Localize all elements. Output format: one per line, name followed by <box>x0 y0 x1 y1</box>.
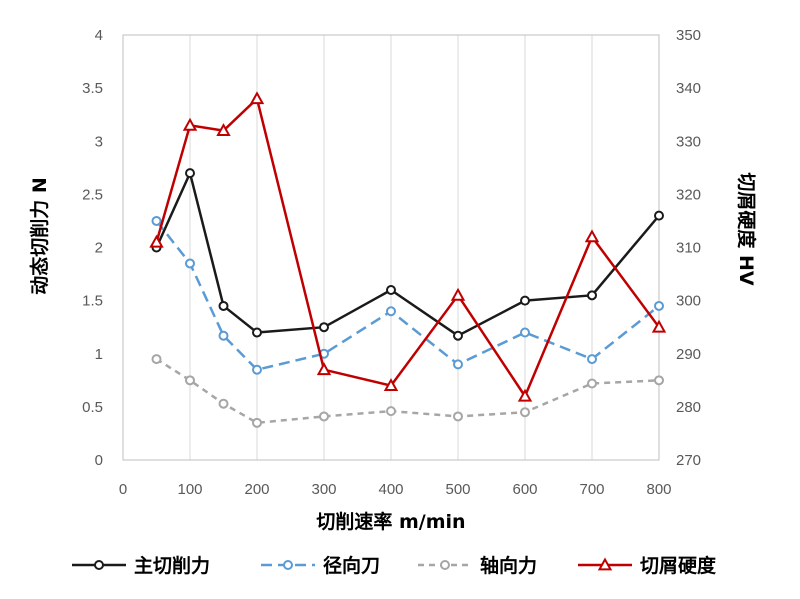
x-tick-label: 600 <box>512 481 537 498</box>
series-line-0 <box>155 171 660 337</box>
data-point-circle-marker <box>319 322 329 333</box>
series-line-2 <box>155 358 660 425</box>
data-point-circle-marker <box>520 295 530 306</box>
data-point-triangle-marker <box>316 362 332 376</box>
x-tick-label: 700 <box>579 481 604 498</box>
data-point-circle-marker <box>453 411 463 422</box>
data-point-circle-marker <box>453 359 463 370</box>
data-point-circle-marker <box>587 290 597 301</box>
data-point-circle-marker <box>654 375 664 386</box>
y-left-tick-label: 1 <box>95 346 103 363</box>
legend-item-2: 轴向力 <box>418 554 537 577</box>
data-point-circle-marker <box>386 285 396 295</box>
legend: 主切削力 径向刀 轴向力 切屑硬度 <box>72 554 717 577</box>
y-left-tick-label: 0.5 <box>82 399 103 416</box>
data-point-circle-marker <box>185 375 195 386</box>
data-point-circle-marker <box>587 354 597 365</box>
series-line-3 <box>155 97 661 398</box>
legend-label: 径向刀 <box>323 554 380 577</box>
x-tick-label: 0 <box>119 481 127 498</box>
data-point-triangle-marker <box>216 123 231 137</box>
data-point-circle-marker <box>252 327 262 338</box>
y-right-tick-label: 300 <box>676 293 701 310</box>
legend-circle-marker <box>283 560 293 570</box>
data-point-triangle-marker <box>383 378 399 392</box>
data-point-triangle-marker <box>249 91 265 105</box>
data-point-triangle-marker <box>450 287 466 301</box>
data-point-circle-marker <box>587 378 597 389</box>
y-left-tick-label: 0 <box>95 452 103 469</box>
legend-triangle-marker <box>597 557 613 571</box>
plot-frame <box>122 34 660 461</box>
legend-circle-marker <box>440 560 450 570</box>
data-point-circle-marker <box>185 168 195 179</box>
legend-item-1: 径向刀 <box>261 554 380 577</box>
data-point-circle-marker <box>252 364 262 375</box>
x-axis-ticks: 0 100 200 300 400 500 600 700 800 <box>119 481 672 498</box>
y-right-tick-label: 350 <box>676 27 701 44</box>
y-left-tick-label: 3 <box>95 133 103 150</box>
data-point-triangle-marker <box>149 234 164 248</box>
legend-item-3: 切屑硬度 <box>578 554 717 577</box>
data-point-circle-marker <box>252 417 262 428</box>
series-line-1 <box>155 220 660 371</box>
y-right-tick-label: 270 <box>676 452 701 469</box>
y-left-tick-label: 1.5 <box>82 293 103 310</box>
y-left-tick-label: 2.5 <box>82 186 103 203</box>
data-point-circle-marker <box>520 327 530 338</box>
x-tick-label: 100 <box>177 481 202 498</box>
y-left-tick-label: 3.5 <box>82 80 103 97</box>
y-left-tick-label: 4 <box>95 27 103 44</box>
series-2 <box>151 354 664 428</box>
y-right-tick-label: 310 <box>676 240 701 257</box>
y-left-tick-label: 2 <box>95 240 103 257</box>
x-tick-label: 400 <box>378 481 403 498</box>
data-point-circle-marker <box>151 354 162 365</box>
data-point-circle-marker <box>520 407 530 418</box>
series-3 <box>149 91 667 402</box>
y-left-axis-title: 动态切削力 N <box>28 177 51 295</box>
series-1 <box>151 215 664 375</box>
y-right-axis-title: 切屑硬度 HV <box>735 172 758 286</box>
legend-label: 主切削力 <box>134 554 210 577</box>
y-right-axis-ticks: 270 280 290 300 310 320 330 340 350 <box>676 27 701 469</box>
data-point-circle-marker <box>453 330 463 341</box>
y-right-tick-label: 280 <box>676 399 701 416</box>
data-point-circle-marker <box>218 300 229 311</box>
legend-label: 轴向力 <box>480 554 537 577</box>
x-tick-label: 500 <box>445 481 470 498</box>
data-point-triangle-marker <box>182 117 198 131</box>
data-point-circle-marker <box>218 398 229 409</box>
data-point-circle-marker <box>386 306 396 317</box>
y-right-tick-label: 330 <box>676 133 701 150</box>
data-point-circle-marker <box>185 258 195 269</box>
y-right-tick-label: 290 <box>676 346 701 363</box>
x-tick-label: 300 <box>311 481 336 498</box>
x-tick-label: 800 <box>646 481 671 498</box>
data-point-triangle-marker <box>651 319 667 333</box>
x-tick-label: 200 <box>244 481 269 498</box>
y-right-tick-label: 340 <box>676 80 701 97</box>
data-point-circle-marker <box>386 406 396 417</box>
data-point-circle-marker <box>654 210 664 221</box>
y-left-axis-ticks: 0 0.5 1 1.5 2 2.5 3 3.5 4 <box>82 27 103 469</box>
series-group <box>149 91 667 428</box>
x-axis-title: 切削速率 m/min <box>316 510 465 533</box>
legend-item-0: 主切削力 <box>72 554 210 577</box>
data-point-circle-marker <box>654 300 664 311</box>
data-point-circle-marker <box>218 330 229 341</box>
data-point-triangle-marker <box>584 229 600 243</box>
data-point-triangle-marker <box>517 388 533 402</box>
legend-label: 切屑硬度 <box>640 554 717 577</box>
data-point-circle-marker <box>319 411 329 422</box>
data-point-circle-marker <box>151 215 162 226</box>
legend-circle-marker <box>94 560 104 570</box>
y-right-tick-label: 320 <box>676 186 701 203</box>
